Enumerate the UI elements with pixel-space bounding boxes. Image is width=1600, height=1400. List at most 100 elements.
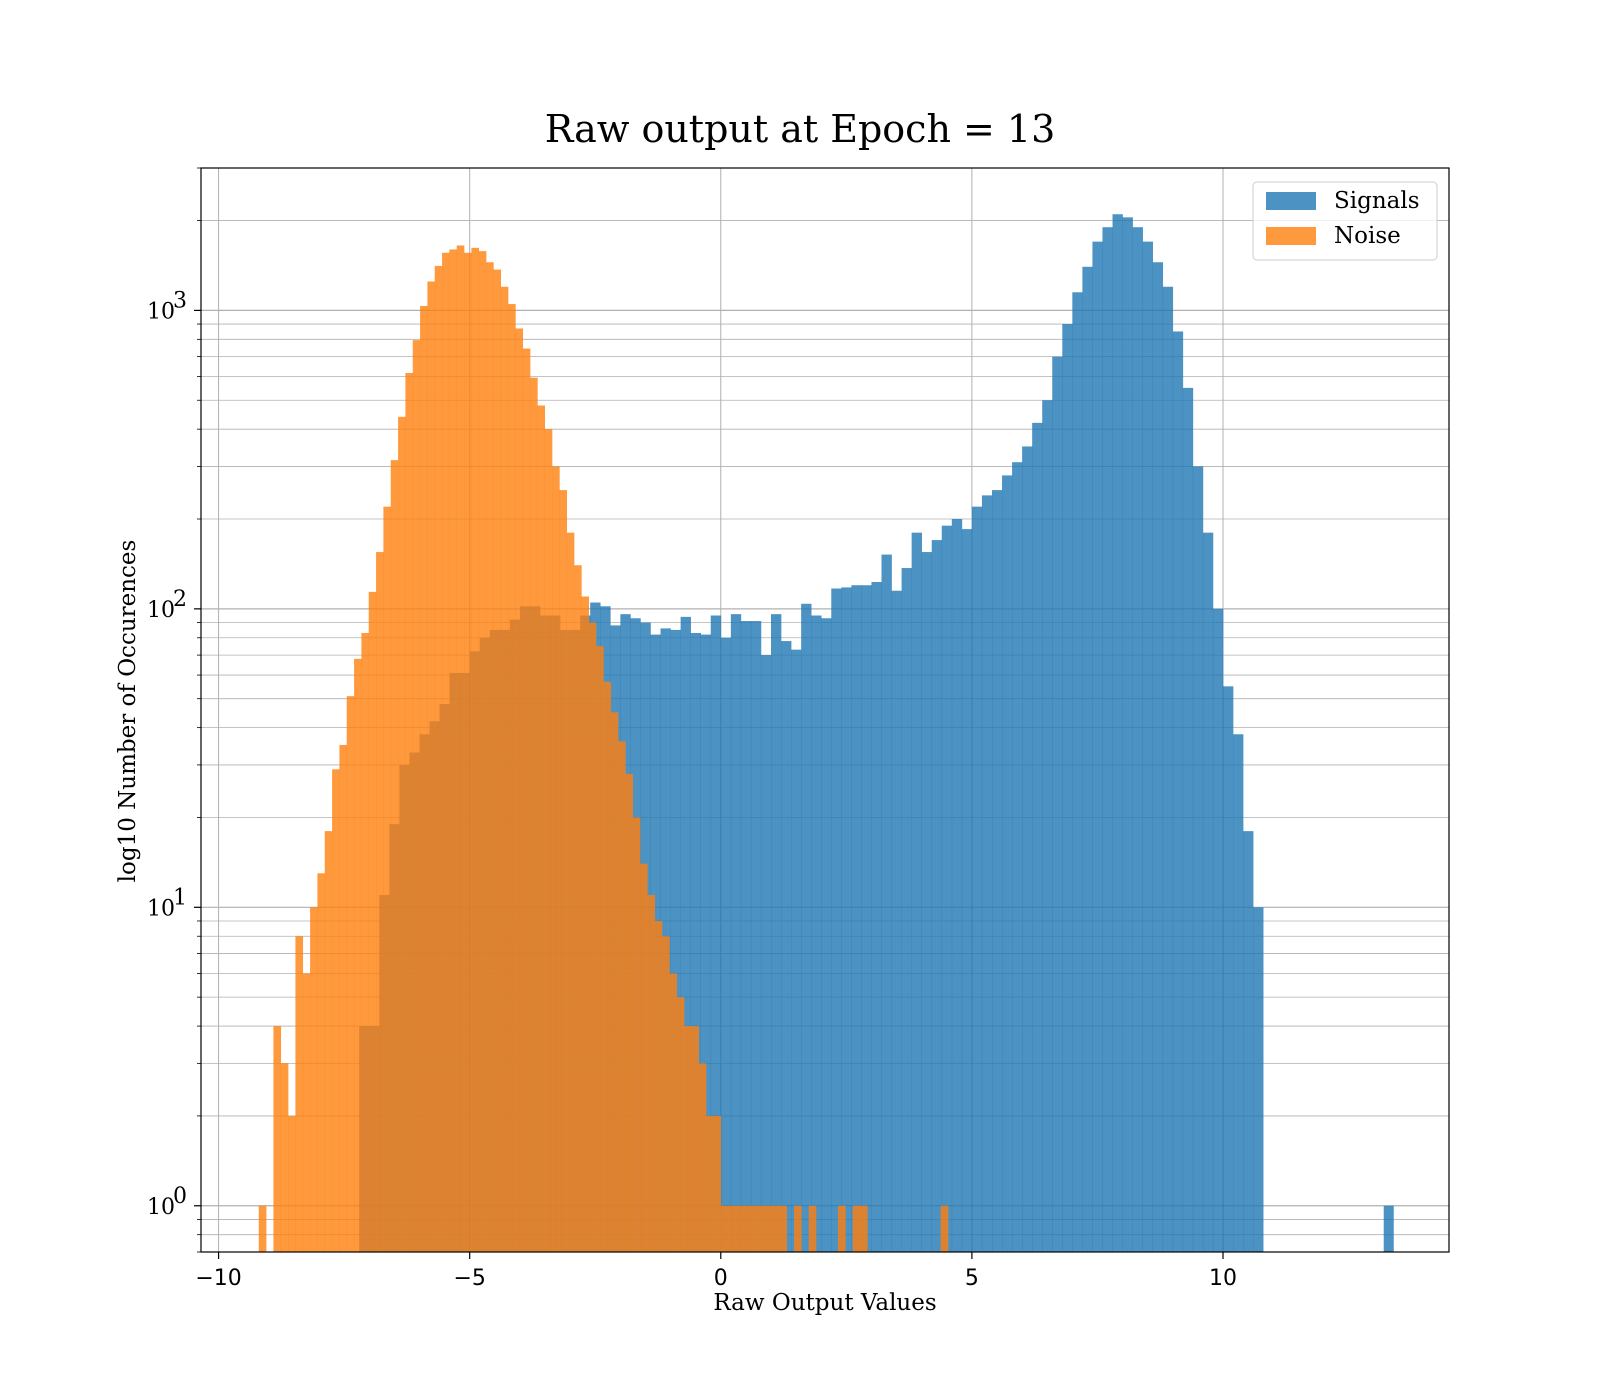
histogram-bar <box>412 340 421 1252</box>
histogram-bar <box>1152 262 1164 1252</box>
histogram-bar <box>302 973 311 1252</box>
legend-label: Noise <box>1334 223 1401 249</box>
histogram-bar <box>1112 214 1123 1253</box>
histogram-bar <box>676 997 685 1252</box>
histogram-bar <box>841 587 852 1252</box>
histogram-bar <box>500 286 509 1252</box>
histogram-bar <box>398 416 406 1252</box>
histogram-bar <box>811 615 822 1252</box>
x-tick-label: 5 <box>965 1266 979 1291</box>
histogram-bar <box>691 1026 699 1252</box>
histogram-bar <box>1102 227 1113 1252</box>
histogram-bar <box>544 429 553 1253</box>
histogram-bar <box>662 936 670 1252</box>
histogram-bar <box>742 1205 751 1252</box>
histogram-bar <box>530 377 538 1252</box>
x-tick-label: 0 <box>714 1266 728 1291</box>
histogram-bar <box>757 1205 765 1252</box>
histogram-bar <box>861 585 872 1252</box>
histogram-bar <box>596 646 604 1252</box>
histogram-bar <box>871 582 882 1252</box>
x-tick-label: 10 <box>1209 1266 1237 1291</box>
histogram-bar <box>961 529 973 1252</box>
histogram-bar <box>713 1115 721 1252</box>
histogram-bar <box>464 252 472 1253</box>
histogram-bar <box>493 269 502 1252</box>
histogram-bar <box>852 1205 861 1252</box>
histogram-bar <box>339 744 348 1252</box>
histogram-bar <box>383 506 392 1253</box>
histogram-bar <box>1212 608 1224 1252</box>
histogram-bar <box>420 305 428 1252</box>
histogram-bar <box>537 405 546 1252</box>
histogram-bar <box>772 1205 780 1252</box>
histogram-bar <box>941 525 953 1252</box>
histogram-bar <box>1172 331 1184 1252</box>
histogram-bar <box>831 588 842 1252</box>
histogram-bar <box>951 519 963 1252</box>
histogram-bar <box>354 658 362 1252</box>
histogram-bar <box>603 681 612 1252</box>
histogram-bar <box>1142 241 1153 1252</box>
histogram-bar <box>376 552 384 1252</box>
histogram-bar <box>700 634 712 1252</box>
histogram-bar <box>346 696 355 1252</box>
histogram-bar <box>632 817 641 1252</box>
chart-title: Raw output at Epoch = 13 <box>545 107 1056 151</box>
noise-bars <box>258 245 949 1253</box>
histogram-bar <box>610 712 619 1252</box>
histogram-bar <box>720 1205 729 1252</box>
y-tick-label: 10 <box>147 598 175 623</box>
histogram-bar <box>1122 217 1133 1252</box>
histogram-bar <box>1062 324 1073 1253</box>
histogram-bar <box>647 894 655 1252</box>
histogram-bar <box>891 590 902 1252</box>
histogram-bar <box>881 554 892 1252</box>
legend-label: Signals <box>1334 188 1420 214</box>
legend-swatch <box>1266 192 1316 210</box>
histogram-bar <box>1223 686 1234 1252</box>
histogram-bar <box>368 591 377 1252</box>
histogram-bar <box>405 372 414 1253</box>
histogram-bar <box>486 262 494 1252</box>
y-axis-label: log10 Number of Occurences <box>115 540 141 883</box>
histogram-bar <box>764 1205 773 1252</box>
legend-swatch <box>1266 227 1316 245</box>
histogram-bar <box>750 1205 758 1252</box>
histogram-bar <box>654 920 663 1252</box>
histogram-bar <box>771 614 782 1252</box>
y-tick-exponent: 0 <box>173 1184 187 1209</box>
histogram-bar <box>1082 266 1093 1252</box>
histogram-bar <box>851 585 862 1252</box>
histogram-bar <box>706 1115 714 1252</box>
histogram-bar <box>324 831 333 1252</box>
histogram-bar <box>427 281 436 1252</box>
histogram-bar <box>670 629 681 1252</box>
y-tick-label: 10 <box>147 1195 175 1220</box>
histogram-bar <box>310 907 318 1252</box>
histogram-bar <box>288 1115 296 1252</box>
histogram-bar <box>1233 734 1244 1252</box>
histogram-bar <box>332 769 340 1252</box>
histogram-bar <box>1072 292 1083 1252</box>
histogram-bar <box>808 1205 817 1252</box>
histogram-bar <box>684 1026 692 1252</box>
histogram-bar <box>760 655 772 1252</box>
histogram-bar <box>1162 286 1174 1252</box>
histogram-bar <box>515 328 524 1252</box>
histogram-bar <box>258 1205 267 1252</box>
histogram-bar <box>1132 227 1143 1252</box>
histogram-bar <box>901 568 912 1252</box>
histogram-bar <box>720 637 732 1252</box>
y-tick-label: 10 <box>147 299 175 324</box>
histogram-bar <box>794 1205 802 1252</box>
histogram-bar <box>801 603 812 1252</box>
histogram-bar <box>838 1205 846 1252</box>
histogram-bar <box>317 873 326 1252</box>
x-axis-label: Raw Output Values <box>713 1290 936 1316</box>
histogram-bar <box>559 490 568 1252</box>
histogram-bar <box>730 614 742 1252</box>
histogram-bar <box>1383 1205 1394 1252</box>
histogram-bar <box>1192 466 1204 1252</box>
